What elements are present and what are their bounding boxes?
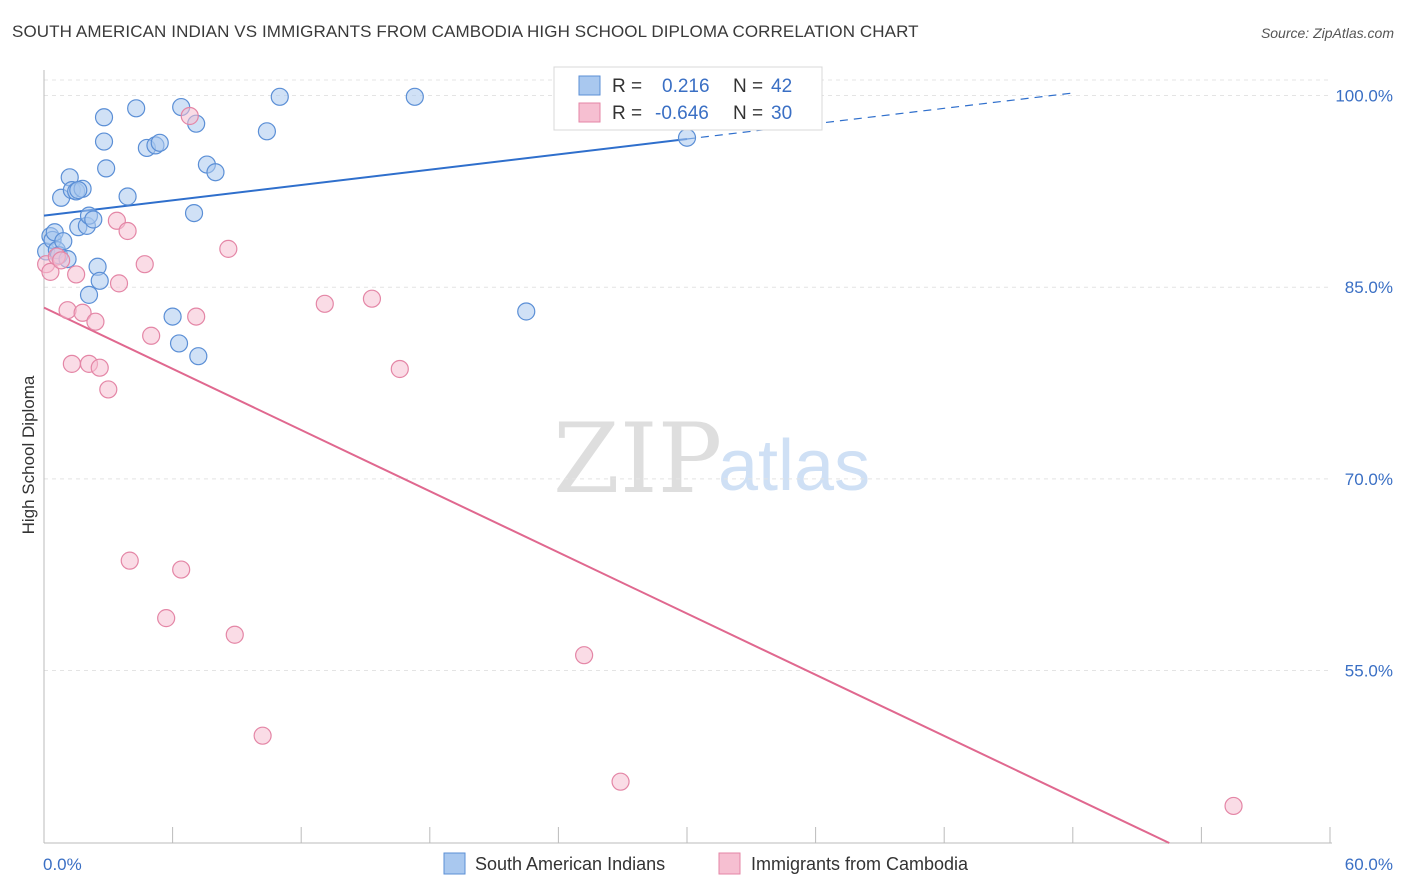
legend-label-south-american-indians: South American Indians	[475, 854, 665, 874]
point-south-american-indians-33	[163, 307, 182, 326]
source-credit: Source: ZipAtlas.com	[1260, 25, 1394, 41]
point-south-american-indians-18	[90, 271, 109, 290]
point-south-american-indians-21	[94, 108, 114, 127]
point-south-american-indians-38	[405, 87, 424, 106]
series-legend: South American Indians Immigrants from C…	[443, 852, 969, 875]
legend-r-value-1: 0.216	[662, 76, 710, 97]
point-south-american-indians-23	[118, 187, 137, 206]
y-tick-label-70: 70.0%	[1345, 470, 1393, 489]
point-south-american-indians-36	[257, 122, 277, 141]
point-south-american-indians-24	[127, 99, 146, 118]
point-south-american-indians-34	[169, 334, 189, 353]
chart-title: SOUTH AMERICAN INDIAN VS IMMIGRANTS FROM…	[12, 22, 919, 41]
legend-swatch-south-american-indians	[443, 852, 466, 875]
point-south-american-indians-39	[517, 302, 536, 321]
watermark-atlas: atlas	[718, 426, 870, 506]
point-cambodia-16	[142, 326, 161, 345]
legend-swatch-cambodia	[718, 852, 741, 875]
point-south-american-indians-19	[79, 285, 99, 304]
legend-r-label-2: R =	[612, 103, 642, 124]
point-cambodia-24	[253, 726, 272, 745]
point-cambodia-9	[86, 312, 105, 331]
y-tick-label-100: 100.0%	[1335, 87, 1393, 106]
trend-line-south-american-indians	[43, 138, 688, 217]
point-south-american-indians-6	[54, 232, 73, 251]
legend-swatch-blue	[578, 75, 601, 96]
point-cambodia-13	[109, 274, 129, 293]
point-cambodia-23	[225, 625, 244, 644]
point-cambodia-22	[219, 239, 238, 258]
trend-line-cambodia	[43, 306, 1170, 844]
point-south-american-indians-16	[84, 210, 103, 229]
legend-swatch-pink	[578, 102, 601, 123]
point-south-american-indians-32	[184, 204, 204, 223]
point-cambodia-30	[1224, 796, 1243, 816]
point-south-american-indians-31	[206, 163, 225, 182]
point-cambodia-4	[58, 301, 77, 320]
point-cambodia-27	[390, 359, 409, 379]
watermark-zip: ZIP	[553, 403, 722, 515]
axes: 55.0% 70.0% 85.0% 100.0%	[43, 70, 1393, 844]
point-cambodia-1	[41, 262, 60, 281]
legend-n-label-2: N =	[733, 103, 763, 124]
y-axis-title: High School Diploma	[19, 375, 38, 534]
point-cambodia-11	[99, 380, 118, 399]
point-cambodia-7	[73, 303, 92, 322]
legend-n-value-1: 42	[771, 76, 792, 97]
point-cambodia-25	[315, 294, 334, 313]
point-cambodia-6	[67, 265, 86, 284]
point-cambodia-14	[118, 221, 137, 241]
point-cambodia-3	[52, 251, 71, 270]
point-south-american-indians-27	[150, 133, 169, 152]
legend-r-value-2: -0.646	[655, 103, 709, 124]
y-tick-label-55: 55.0%	[1345, 662, 1393, 681]
x-tick-label-min: 0.0%	[43, 855, 82, 874]
point-south-american-indians-20	[97, 159, 116, 178]
y-tick-label-85: 85.0%	[1345, 278, 1393, 297]
legend-n-label-1: N =	[733, 76, 763, 97]
point-cambodia-29	[611, 772, 630, 791]
point-cambodia-28	[575, 646, 594, 665]
point-south-american-indians-40	[677, 128, 697, 147]
legend-label-cambodia: Immigrants from Cambodia	[751, 854, 969, 874]
point-cambodia-19	[172, 560, 191, 579]
point-cambodia-18	[157, 609, 176, 628]
point-south-american-indians-41	[69, 181, 88, 200]
x-tick-label-max: 60.0%	[1345, 855, 1393, 874]
legend-r-label-1: R =	[612, 76, 642, 97]
point-south-american-indians-37	[270, 87, 289, 106]
point-cambodia-21	[187, 307, 206, 326]
gridlines	[44, 79, 1332, 672]
point-cambodia-5	[62, 354, 81, 373]
legend-n-value-2: 30	[771, 103, 792, 124]
correlation-legend: R = 0.216 N = 42 R = -0.646 N = 30	[553, 66, 823, 131]
point-cambodia-20	[180, 106, 199, 126]
point-south-american-indians-22	[94, 132, 114, 151]
point-cambodia-15	[135, 255, 154, 274]
point-cambodia-17	[120, 551, 139, 570]
trend-line-south-american-indians-extension	[686, 92, 1073, 140]
point-cambodia-26	[362, 289, 382, 308]
trend-lines	[43, 92, 1170, 844]
data-points	[37, 87, 1243, 816]
point-cambodia-10	[90, 358, 109, 377]
point-south-american-indians-35	[189, 347, 208, 366]
